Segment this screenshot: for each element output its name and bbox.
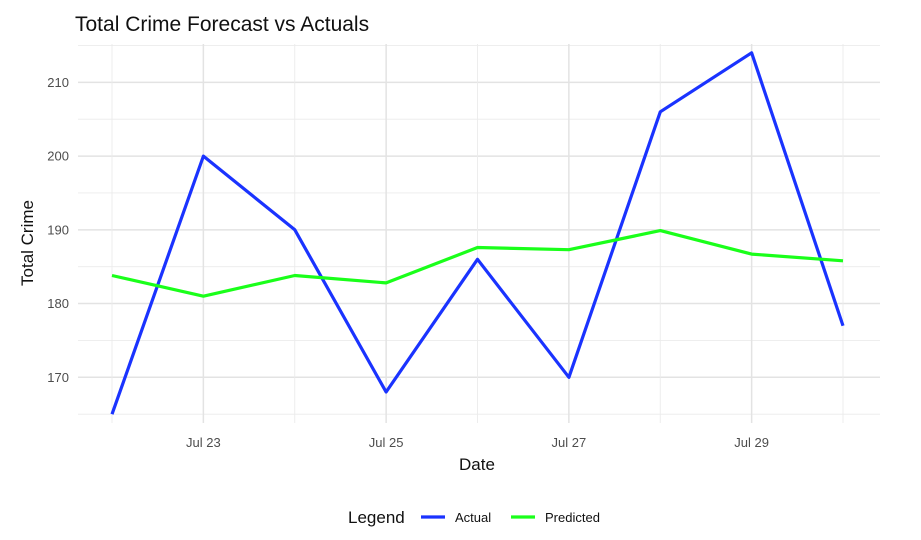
x-tick-label: Jul 29 [734, 435, 769, 450]
series-line-predicted [111, 229, 844, 298]
y-tick-label: 180 [47, 296, 69, 311]
y-axis-ticks: 170 180 190 200 210 [47, 75, 69, 385]
x-axis-ticks: Jul 23 Jul 25 Jul 27 Jul 29 [186, 435, 769, 450]
series-line-actual [110, 51, 845, 415]
chart-title: Total Crime Forecast vs Actuals [75, 13, 369, 36]
x-axis-title: Date [459, 455, 495, 474]
legend-label-predicted: Predicted [545, 510, 600, 525]
x-tick-label: Jul 27 [552, 435, 587, 450]
y-tick-label: 210 [47, 75, 69, 90]
legend-label-actual: Actual [455, 510, 491, 525]
y-tick-label: 200 [47, 149, 69, 164]
y-tick-label: 170 [47, 370, 69, 385]
series-lines [110, 51, 845, 415]
legend-title: Legend [348, 508, 405, 527]
y-tick-label: 190 [47, 222, 69, 237]
legend: Legend Actual Predicted [348, 508, 600, 527]
x-tick-label: Jul 23 [186, 435, 221, 450]
y-axis-title: Total Crime [18, 200, 37, 286]
x-tick-label: Jul 25 [369, 435, 404, 450]
grid [78, 44, 880, 423]
